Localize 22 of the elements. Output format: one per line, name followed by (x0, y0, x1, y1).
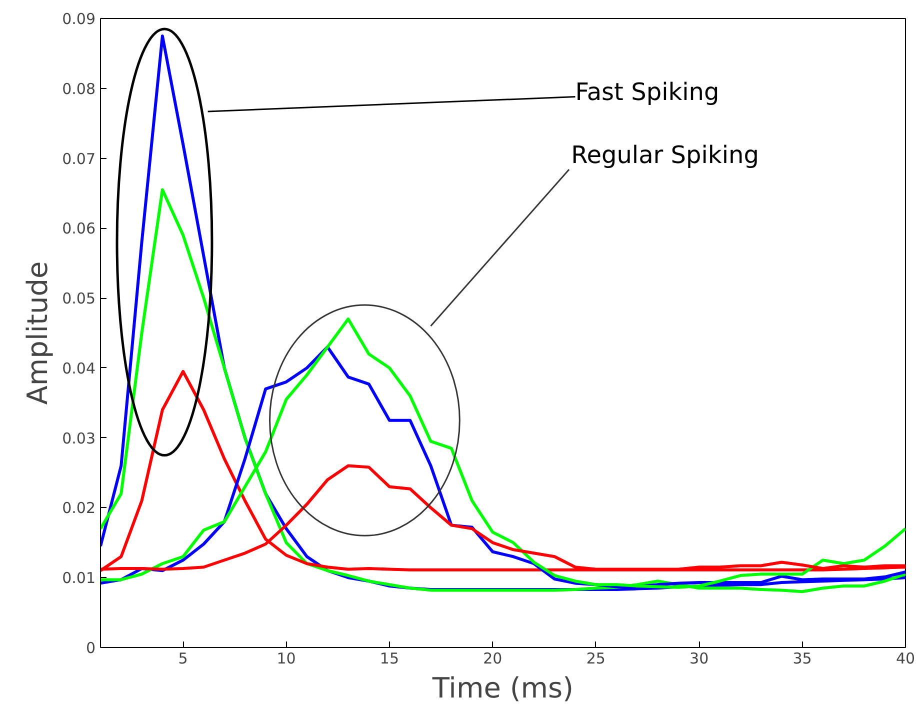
x-tick-label: 15 (380, 650, 400, 668)
y-tick-label: 0 (86, 639, 96, 657)
y-tick-label: 0.09 (62, 10, 96, 28)
annotation: Regular Spiking (571, 140, 759, 169)
x-tick-label: 20 (483, 650, 502, 668)
y-tick-label: 0.03 (62, 429, 96, 448)
x-tick-label: 35 (792, 650, 812, 668)
x-tick-label: 5 (178, 650, 188, 668)
x-tick-label: 10 (276, 650, 296, 668)
annotation: Fast Spiking (575, 78, 720, 106)
x-tick-label: 30 (690, 650, 709, 668)
y-tick-label: 0.01 (62, 569, 96, 588)
y-axis-title: Amplitude (21, 261, 54, 405)
x-tick-label: 40 (896, 650, 916, 668)
y-tick-label: 0.05 (62, 290, 96, 308)
y-tick-label: 0.06 (62, 220, 96, 238)
x-axis-title: Time (ms) (431, 672, 574, 704)
y-tick-label: 0.04 (62, 359, 96, 378)
x-tick-label: 25 (586, 650, 606, 668)
y-tick-label: 0.07 (62, 150, 96, 168)
y-tick-label: 0.08 (62, 80, 96, 98)
y-tick-label: 0.02 (62, 499, 96, 518)
